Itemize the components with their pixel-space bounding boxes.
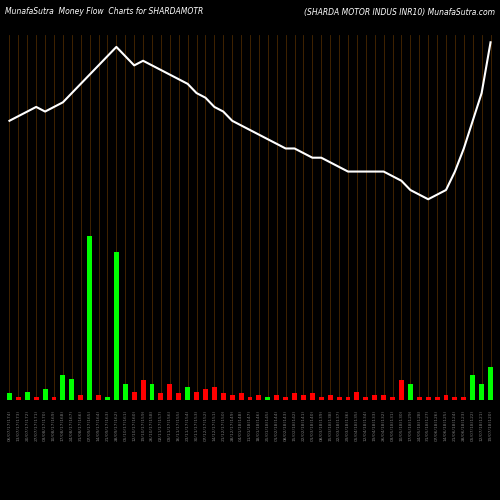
- Bar: [364, 396, 368, 400]
- Bar: [470, 376, 475, 400]
- Text: MunafaSutra  Money Flow  Charts for SHARDAMOTR: MunafaSutra Money Flow Charts for SHARDA…: [5, 8, 203, 16]
- Bar: [7, 394, 12, 400]
- Text: (SHARDA MOTOR INDUS INR10) MunafaSutra.com: (SHARDA MOTOR INDUS INR10) MunafaSutra.c…: [304, 8, 495, 16]
- Bar: [230, 395, 234, 400]
- Bar: [319, 396, 324, 400]
- Bar: [132, 392, 136, 400]
- Bar: [462, 396, 466, 400]
- Bar: [176, 394, 181, 400]
- Bar: [158, 394, 164, 400]
- Bar: [78, 395, 83, 400]
- Bar: [310, 394, 315, 400]
- Bar: [168, 384, 172, 400]
- Bar: [434, 396, 440, 400]
- Bar: [34, 396, 38, 400]
- Bar: [354, 392, 360, 400]
- Bar: [328, 395, 332, 400]
- Bar: [488, 367, 493, 400]
- Bar: [381, 395, 386, 400]
- Bar: [52, 396, 57, 400]
- Bar: [292, 394, 297, 400]
- Bar: [25, 392, 29, 400]
- Bar: [123, 384, 128, 400]
- Bar: [87, 236, 92, 400]
- Bar: [444, 395, 448, 400]
- Bar: [16, 396, 21, 400]
- Bar: [372, 395, 377, 400]
- Bar: [301, 395, 306, 400]
- Bar: [336, 396, 342, 400]
- Bar: [96, 395, 101, 400]
- Bar: [452, 396, 458, 400]
- Bar: [274, 395, 279, 400]
- Bar: [194, 392, 199, 400]
- Bar: [417, 396, 422, 400]
- Bar: [238, 394, 244, 400]
- Bar: [60, 376, 66, 400]
- Bar: [408, 384, 413, 400]
- Bar: [70, 378, 74, 400]
- Bar: [399, 380, 404, 400]
- Bar: [105, 396, 110, 400]
- Bar: [346, 396, 350, 400]
- Bar: [212, 387, 217, 400]
- Bar: [150, 384, 154, 400]
- Bar: [248, 396, 252, 400]
- Bar: [203, 388, 208, 400]
- Bar: [221, 394, 226, 400]
- Bar: [426, 396, 430, 400]
- Bar: [140, 380, 145, 400]
- Bar: [114, 252, 119, 400]
- Bar: [42, 388, 48, 400]
- Bar: [283, 396, 288, 400]
- Bar: [390, 396, 395, 400]
- Bar: [479, 384, 484, 400]
- Bar: [185, 387, 190, 400]
- Bar: [266, 396, 270, 400]
- Bar: [256, 395, 262, 400]
